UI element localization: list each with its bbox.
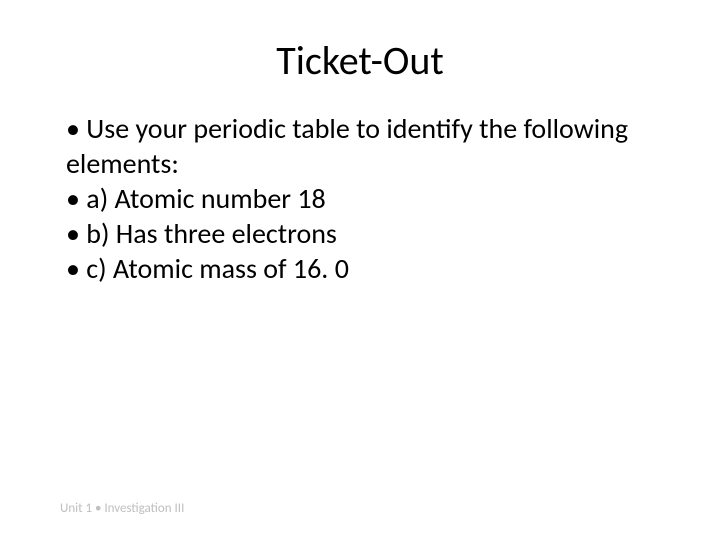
slide-title: Ticket-Out [60,36,660,85]
bullet-item: • Use your periodic table to identify th… [66,111,660,181]
slide-container: Ticket-Out • Use your periodic table to … [0,0,720,540]
bullet-item: • b) Has three electrons [66,216,660,251]
slide-content: • Use your periodic table to identify th… [60,111,660,286]
slide-footer: Unit 1 • Investigation III [60,501,184,516]
bullet-item: • a) Atomic number 18 [66,181,660,216]
bullet-item: • c) Atomic mass of 16. 0 [66,251,660,286]
